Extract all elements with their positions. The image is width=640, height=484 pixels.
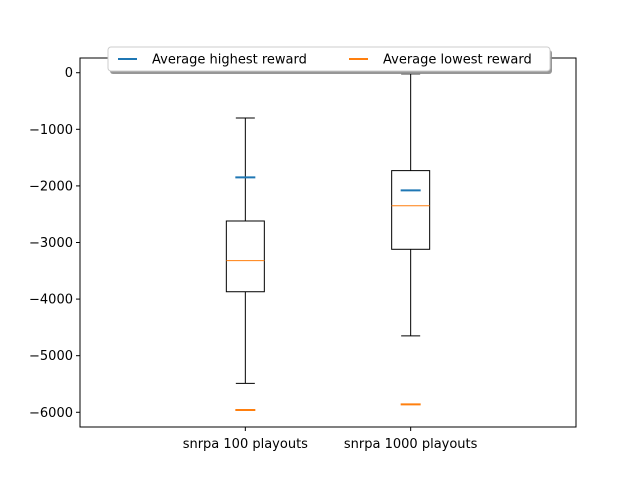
box-group-1	[225, 117, 265, 384]
y-tick-label: −6000	[29, 406, 73, 421]
y-tick-label: −4000	[29, 293, 73, 308]
box-iqr	[391, 170, 431, 250]
plot-layer	[225, 73, 431, 412]
legend: Average highest reward Average lowest rew…	[107, 46, 552, 74]
x-tick-label: snrpa 100 playouts	[183, 437, 308, 452]
legend-label-2: Average lowest reward	[383, 53, 532, 68]
y-tick-label: −3000	[29, 236, 73, 251]
y-tick-label: −1000	[29, 123, 73, 138]
box-iqr	[225, 220, 265, 293]
y-tick-label: 0	[65, 66, 73, 81]
box-group-2	[391, 73, 431, 337]
x-tick-label: snrpa 1000 playouts	[344, 437, 478, 452]
axis-layer: 0 −1000 −2000 −3000 −4000 −5000 −6000 snrpa 100…	[29, 57, 577, 452]
legend-box	[107, 46, 551, 72]
y-tick-label: −5000	[29, 349, 73, 364]
legend-label-1: Average highest reward	[152, 53, 307, 68]
y-tick-label: −2000	[29, 179, 73, 194]
